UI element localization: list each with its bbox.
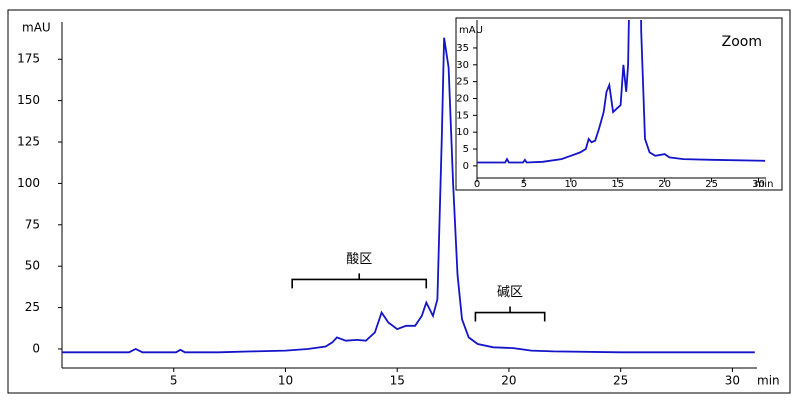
y-tick-label: 125 — [17, 135, 40, 149]
y-tick-label: 100 — [17, 176, 40, 190]
x-tick-label: 15 — [390, 374, 405, 388]
annotation: 酸区 — [346, 252, 372, 267]
bracket — [474, 306, 546, 322]
y-tick-label: 30 — [456, 60, 469, 71]
x-tick-label: 0 — [474, 179, 480, 190]
x-tick-label: 20 — [658, 179, 671, 190]
x-tick-label: 10 — [564, 179, 577, 190]
y-axis-label: mAU — [22, 21, 51, 35]
y-tick-label: 10 — [456, 127, 469, 138]
x-tick-label: 20 — [501, 374, 516, 388]
y-tick-label: 20 — [456, 93, 469, 104]
y-axis-label: mAU — [459, 25, 483, 36]
y-tick-label: 25 — [25, 300, 40, 314]
inset-chart: 0 5 10 15 20 25 30 35 0 5 10 15 20 25 30 mAU min Zoom — [455, 17, 783, 191]
x-axis-label: min — [757, 374, 780, 388]
y-tick-label: 50 — [25, 259, 40, 273]
y-tick-label: 150 — [17, 93, 40, 107]
y-tick-label: 175 — [17, 52, 40, 66]
y-tick-label: 75 — [25, 217, 40, 231]
y-tick-label: 25 — [456, 77, 469, 88]
y-tick-label: 0 — [32, 341, 40, 355]
x-tick-label: 10 — [278, 374, 293, 388]
trace — [62, 37, 755, 354]
y-tick-label: 35 — [456, 43, 469, 54]
inset-frame — [455, 17, 783, 191]
x-tick-label: 25 — [705, 179, 718, 190]
bracket — [291, 273, 428, 289]
x-tick-label: 30 — [725, 374, 740, 388]
y-tick-label: 15 — [456, 110, 469, 121]
y-tick-label: 5 — [463, 144, 469, 155]
annotation: 碱区 — [497, 285, 523, 300]
x-tick-label: 5 — [170, 374, 178, 388]
x-tick-label: 5 — [521, 179, 527, 190]
trace — [477, 20, 766, 164]
x-axis-label: min — [755, 179, 774, 190]
x-tick-label: 30 — [752, 179, 765, 190]
x-tick-label: 25 — [613, 374, 628, 388]
x-tick-label: 15 — [611, 179, 624, 190]
inset-title: Zoom — [722, 34, 762, 50]
y-tick-label: 0 — [463, 161, 469, 172]
